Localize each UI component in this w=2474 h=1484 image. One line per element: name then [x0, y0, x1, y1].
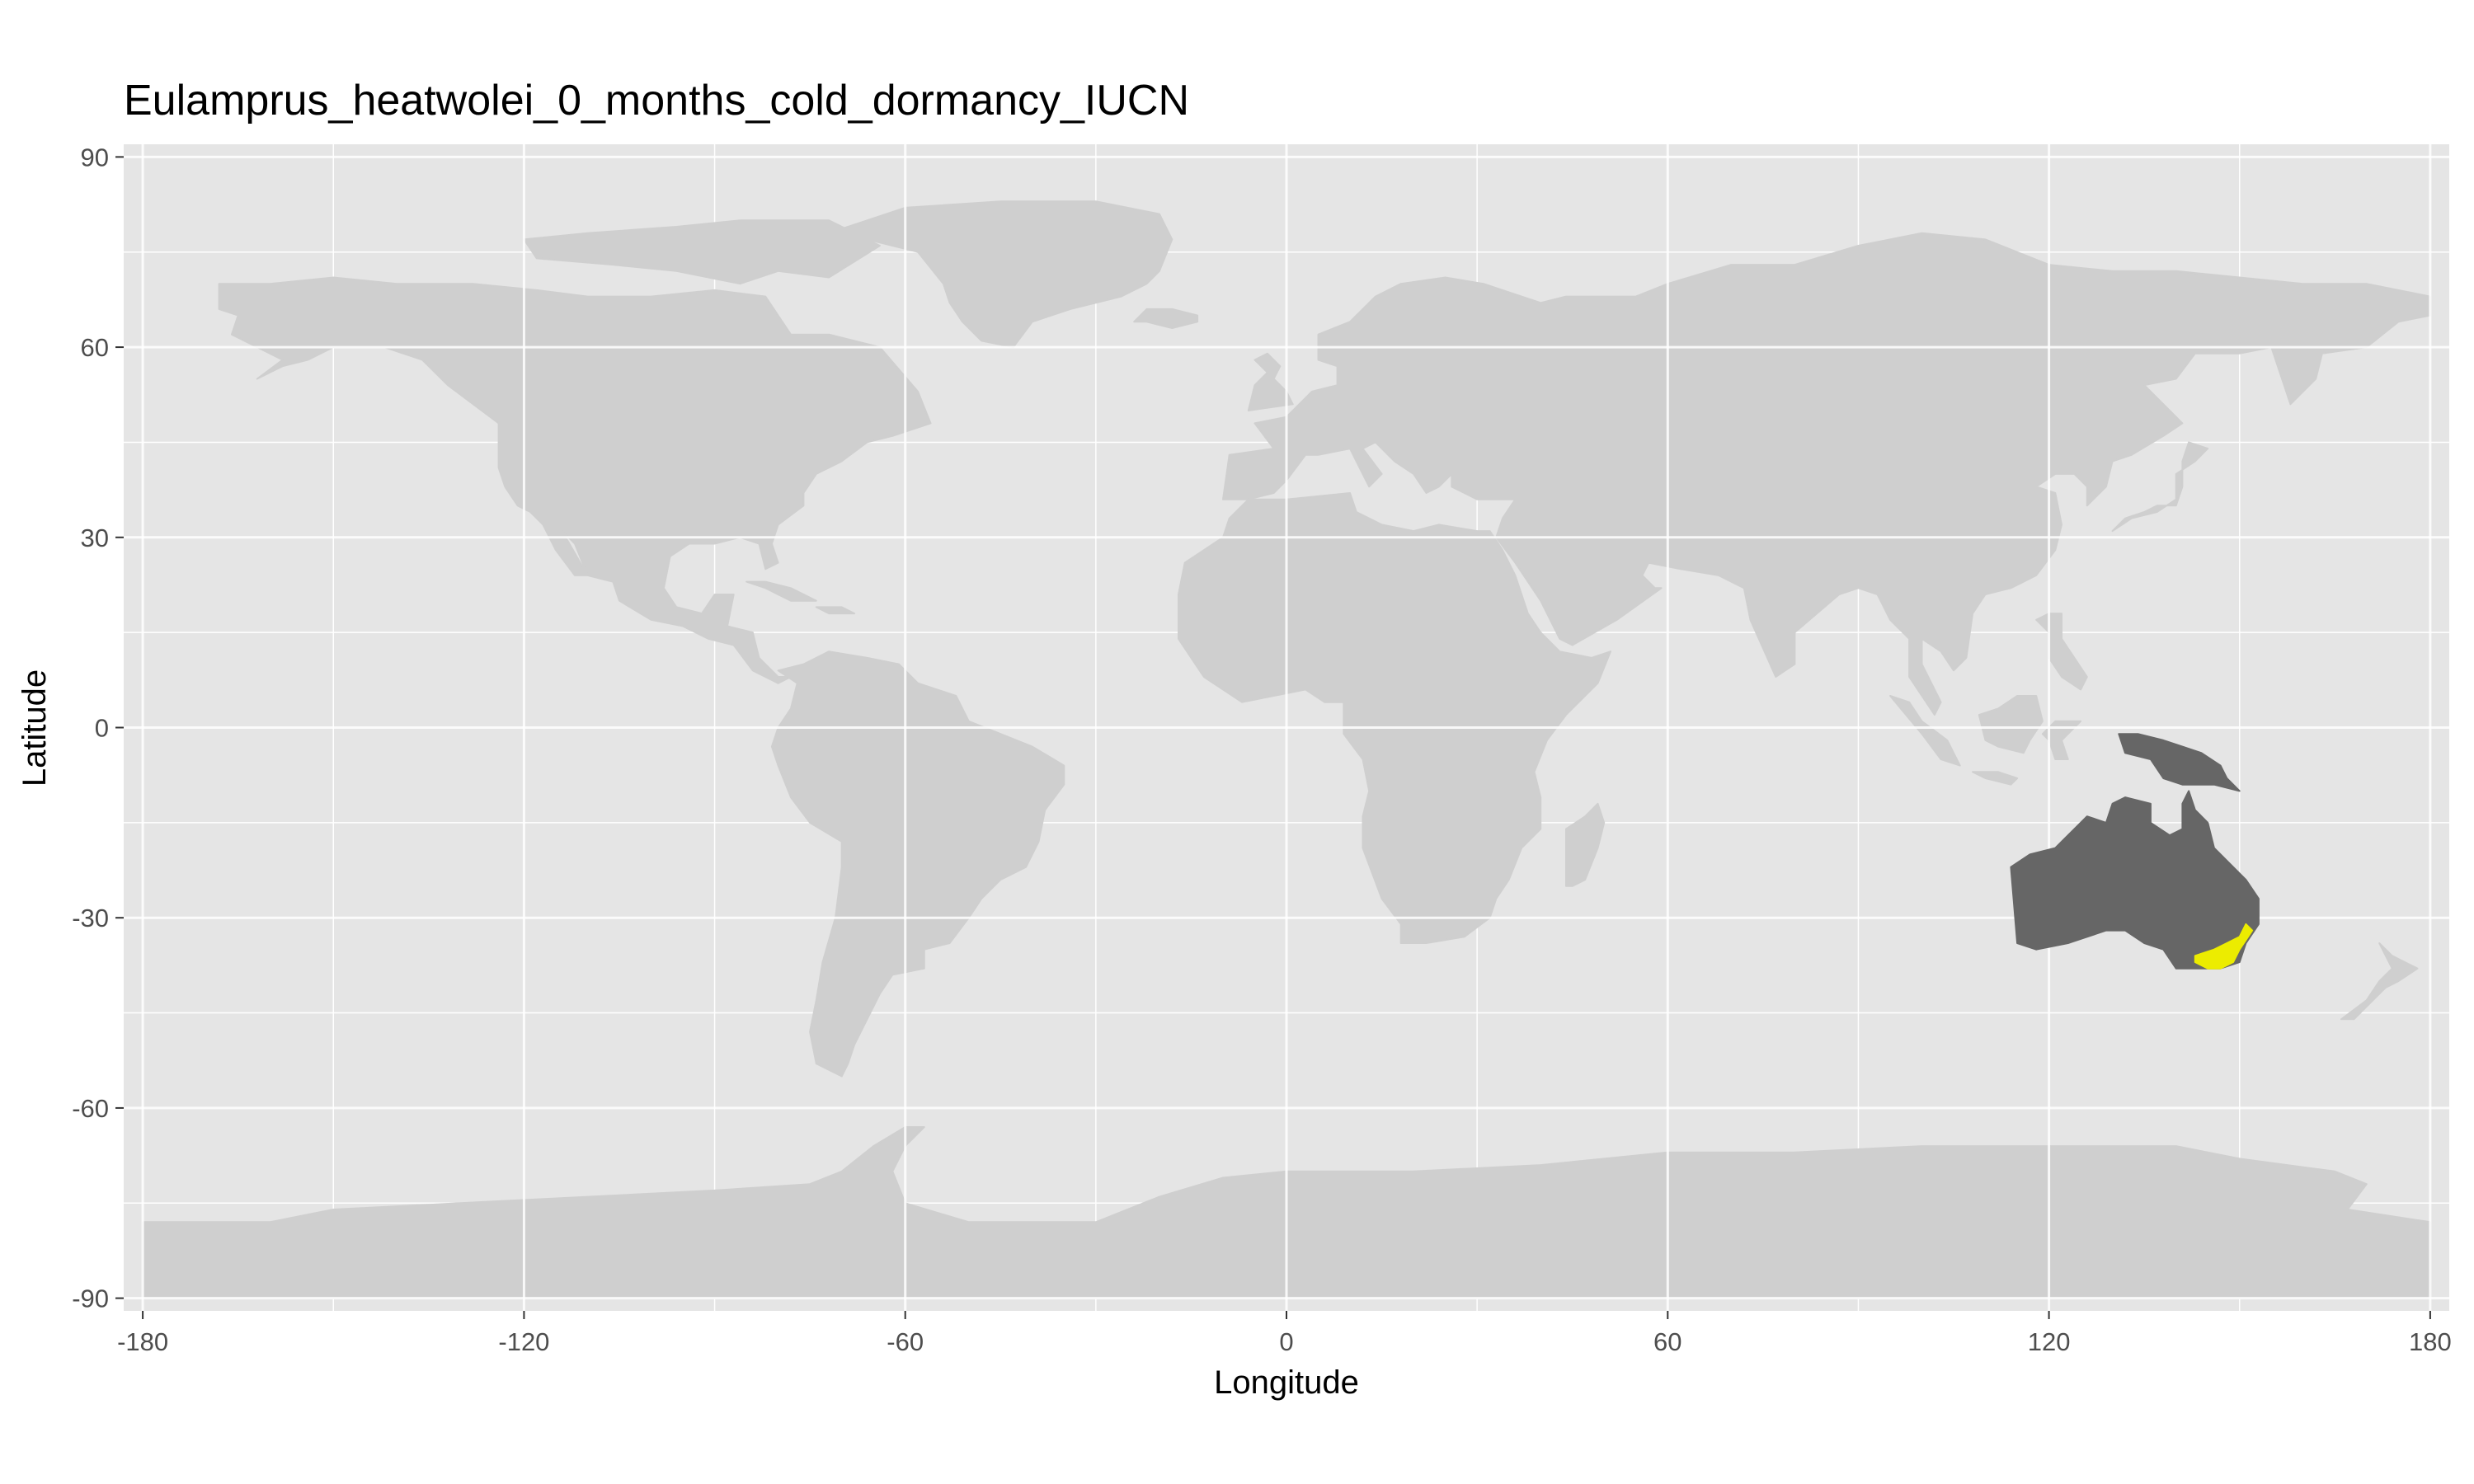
land-polygon — [1222, 232, 2431, 716]
x-tick-label: -180 — [117, 1327, 168, 1356]
y-tick-label: 90 — [81, 143, 109, 171]
iucn-range-polygon — [2194, 923, 2254, 970]
modelled-range-polygon — [2010, 790, 2260, 970]
y-axis-title: Latitude — [16, 669, 53, 787]
y-tick-label: 0 — [95, 714, 109, 743]
land-polygon — [1972, 771, 2019, 786]
x-axis-title: Longitude — [1214, 1364, 1359, 1401]
land-polygon — [828, 200, 1174, 349]
land-polygon — [1133, 308, 1199, 329]
y-tick-label: 60 — [81, 333, 109, 362]
land-polygon — [1565, 802, 1606, 887]
modelled-range-polygon — [2118, 733, 2241, 792]
land-polygon — [2111, 441, 2209, 533]
land-polygon — [1247, 352, 1294, 411]
land-polygon — [1978, 695, 2044, 754]
x-tick-label: -120 — [498, 1327, 549, 1356]
land-polygon — [218, 276, 932, 684]
x-tick-label: 0 — [1279, 1327, 1293, 1356]
land-polygon — [2340, 942, 2419, 1021]
axes: -180 -120 -60 0 60 120 180 90 60 30 0 -30 -60 -90 — [72, 143, 2452, 1356]
x-tick-label: 60 — [1653, 1327, 1681, 1356]
land-polygon — [523, 219, 881, 285]
land-polygon — [815, 606, 856, 615]
range-layers — [2010, 733, 2260, 970]
land-polygon — [1889, 695, 1961, 767]
x-tick-label: 120 — [2028, 1327, 2071, 1356]
y-tick-label: -60 — [72, 1094, 109, 1123]
x-tick-label: 180 — [2409, 1327, 2452, 1356]
plot-title: Eulamprus_heatwolei_0_months_cold_dorman… — [124, 77, 1190, 124]
y-tick-label: 30 — [81, 524, 109, 552]
y-tick-label: -30 — [72, 904, 109, 932]
land-polygon — [745, 580, 817, 602]
y-tick-label: -90 — [72, 1284, 109, 1313]
land-polygon — [770, 650, 1065, 1078]
x-tick-label: -60 — [887, 1327, 924, 1356]
